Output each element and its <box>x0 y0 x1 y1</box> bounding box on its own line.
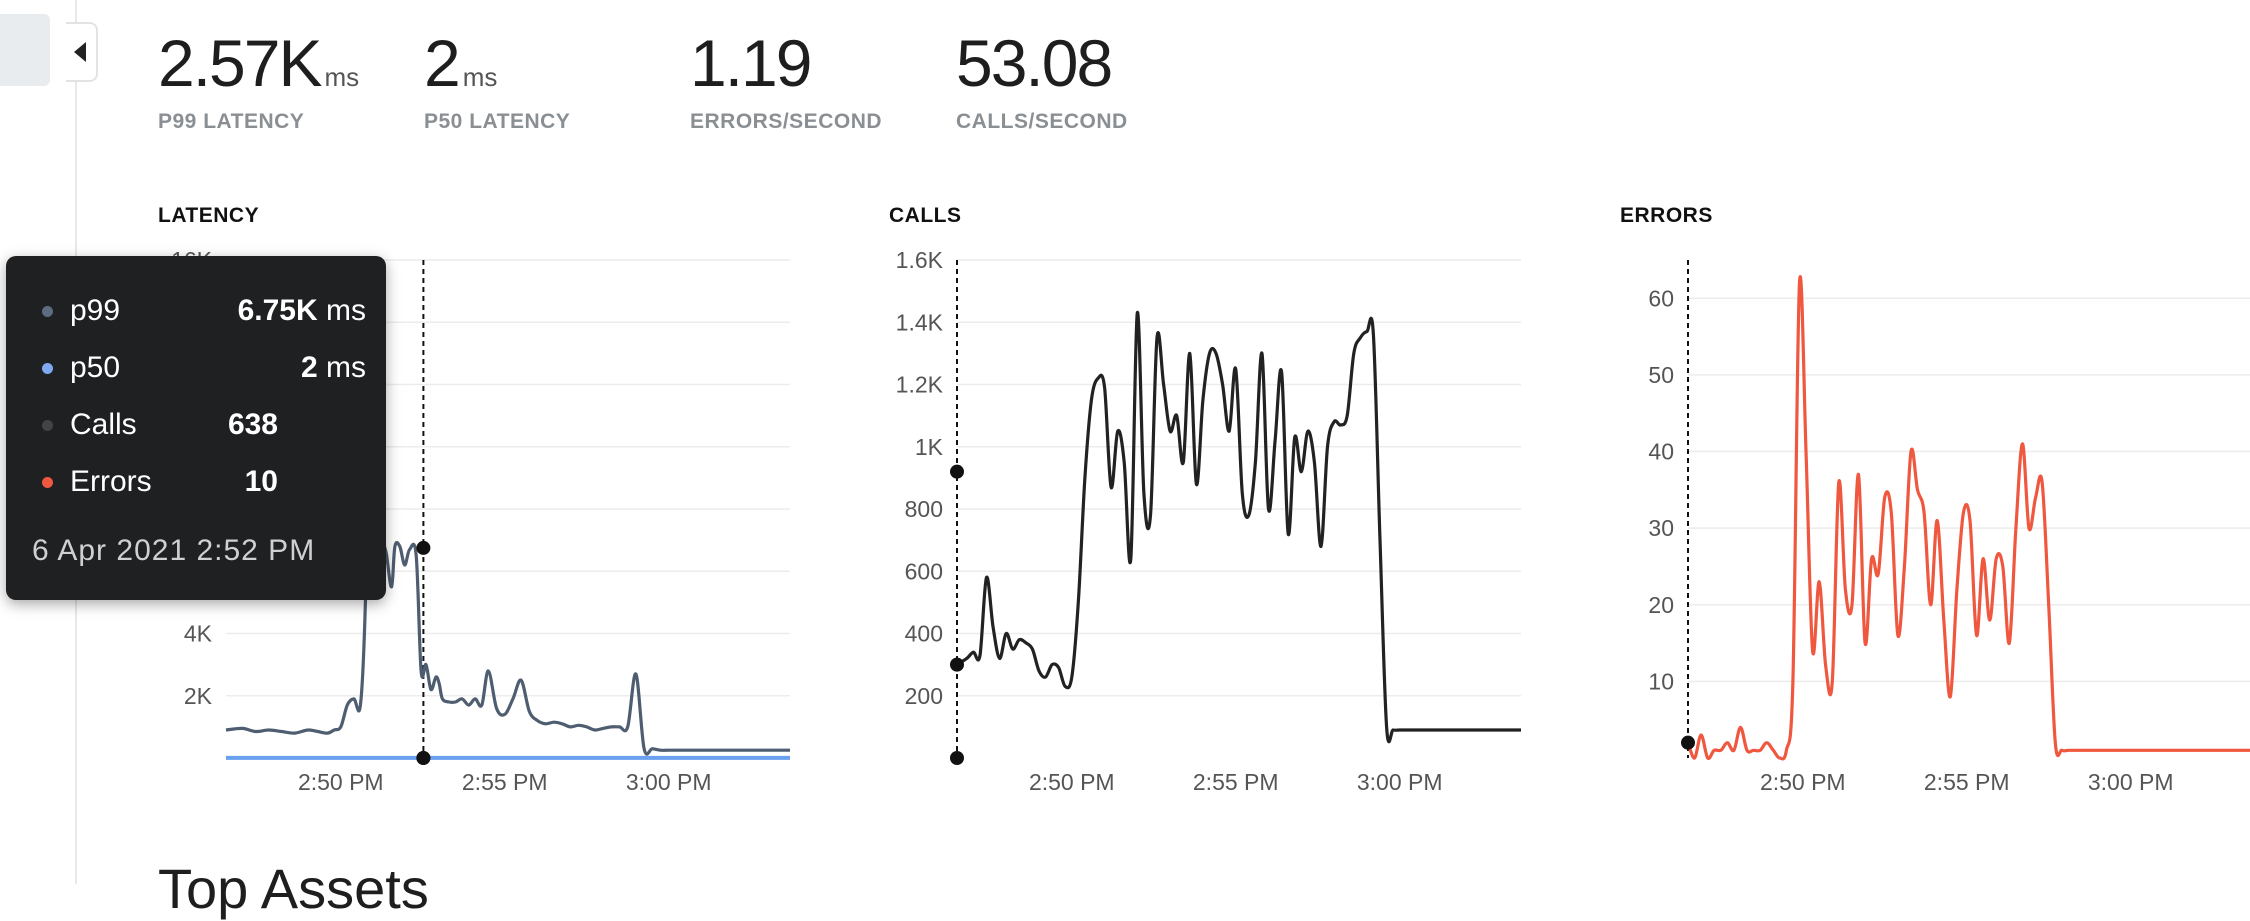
stat-label: CALLS/SECOND <box>956 110 1128 133</box>
x-tick-label: 3:00 PM <box>626 769 712 795</box>
stat-p99-latency: 2.57K ms P99 LATENCY <box>158 30 359 134</box>
hover-dot <box>950 657 964 672</box>
stat-value: 2 <box>424 26 461 100</box>
p99-dot-icon <box>42 306 53 317</box>
chart-tooltip: p99 6.75K ms p50 2 ms Calls 638 Errors 1… <box>6 256 386 600</box>
tooltip-series-name: Calls <box>70 408 137 441</box>
stat-calls-per-second: 53.08 CALLS/SECOND <box>956 30 1128 134</box>
stat-unit: ms <box>462 62 498 92</box>
stat-p50-latency: 2 ms P50 LATENCY <box>424 30 570 134</box>
y-tick-label: 2K <box>184 683 213 709</box>
hover-dot <box>950 464 964 479</box>
tooltip-value: 6.75K <box>237 294 318 327</box>
series-line-errors <box>1686 275 2250 761</box>
tooltip-series-name: p99 <box>70 294 121 327</box>
y-tick-label: 1.2K <box>896 372 944 398</box>
y-tick-label: 30 <box>1648 515 1674 541</box>
tooltip-row-p50: p50 2 ms <box>36 349 366 389</box>
stat-errors-per-second: 1.19 ERRORS/SECOND <box>690 30 882 134</box>
tooltip-value: 2 <box>300 351 318 384</box>
stat-value: 1.19 <box>690 26 812 100</box>
y-tick-label: 200 <box>905 683 943 709</box>
tooltip-row-errors: Errors 10 <box>36 463 366 503</box>
hover-dot <box>416 540 431 555</box>
stat-label: P50 LATENCY <box>424 110 571 133</box>
errors-dot-icon <box>42 477 53 488</box>
y-tick-label: 1.6K <box>896 247 944 273</box>
calls-chart[interactable]: 200 400 600 800 1K 1.2K 1.4K 1.6K 2:50 PM 2:55 PM… <box>881 240 1531 800</box>
stat-value: 53.08 <box>956 26 1113 100</box>
y-tick-label: 400 <box>905 621 943 647</box>
top-assets-title: Top Assets <box>158 857 429 920</box>
chevron-left-icon <box>74 42 86 62</box>
x-tick-label: 2:50 PM <box>1760 769 1846 795</box>
stat-unit: ms <box>324 62 360 92</box>
y-tick-label: 600 <box>905 558 943 584</box>
y-tick-label: 800 <box>905 496 943 522</box>
x-tick-label: 2:55 PM <box>1193 769 1279 795</box>
errors-chart[interactable]: 10 20 30 40 50 60 2:50 PM 2:55 PM 3:00 PM <box>1612 240 2250 800</box>
x-tick-label: 2:55 PM <box>462 769 548 795</box>
hover-dot <box>1681 735 1695 750</box>
tooltip-unit: ms <box>326 351 366 384</box>
stat-value: 2.57K <box>158 26 322 100</box>
tooltip-date: 6 Apr 2021 2:52 PM <box>32 534 316 567</box>
y-tick-label: 50 <box>1648 362 1674 388</box>
y-tick-label: 4K <box>184 621 213 647</box>
stat-label: P99 LATENCY <box>158 110 305 133</box>
y-tick-label: 1K <box>915 434 944 460</box>
tooltip-row-calls: Calls 638 <box>36 406 366 446</box>
stat-label: ERRORS/SECOND <box>690 110 883 133</box>
x-tick-label: 3:00 PM <box>1357 769 1443 795</box>
calls-chart-title: CALLS <box>889 204 962 227</box>
tooltip-value: 10 <box>244 465 278 498</box>
collapse-sidebar-button[interactable] <box>66 22 98 82</box>
y-tick-label: 10 <box>1648 668 1674 694</box>
tooltip-value: 638 <box>227 408 278 441</box>
series-line-calls <box>956 311 1521 744</box>
y-tick-label: 40 <box>1648 439 1674 465</box>
x-tick-label: 2:50 PM <box>298 769 384 795</box>
tooltip-series-name: Errors <box>70 465 152 498</box>
sidebar-tab[interactable] <box>0 14 50 86</box>
tooltip-row-p99: p99 6.75K ms <box>36 292 366 332</box>
x-tick-label: 3:00 PM <box>2088 769 2174 795</box>
hover-dot <box>416 751 431 765</box>
calls-dot-icon <box>42 420 53 431</box>
x-tick-label: 2:55 PM <box>1924 769 2010 795</box>
x-tick-label: 2:50 PM <box>1029 769 1115 795</box>
errors-chart-title: ERRORS <box>1620 204 1713 227</box>
latency-chart-title: LATENCY <box>158 204 260 227</box>
series-line-p99 <box>225 294 790 756</box>
y-tick-label: 20 <box>1648 592 1674 618</box>
p50-dot-icon <box>42 363 53 374</box>
tooltip-series-name: p50 <box>70 351 121 384</box>
tooltip-unit: ms <box>326 294 366 327</box>
hover-dot <box>950 751 964 765</box>
y-tick-label: 60 <box>1648 285 1674 311</box>
y-tick-label: 1.4K <box>896 309 944 335</box>
